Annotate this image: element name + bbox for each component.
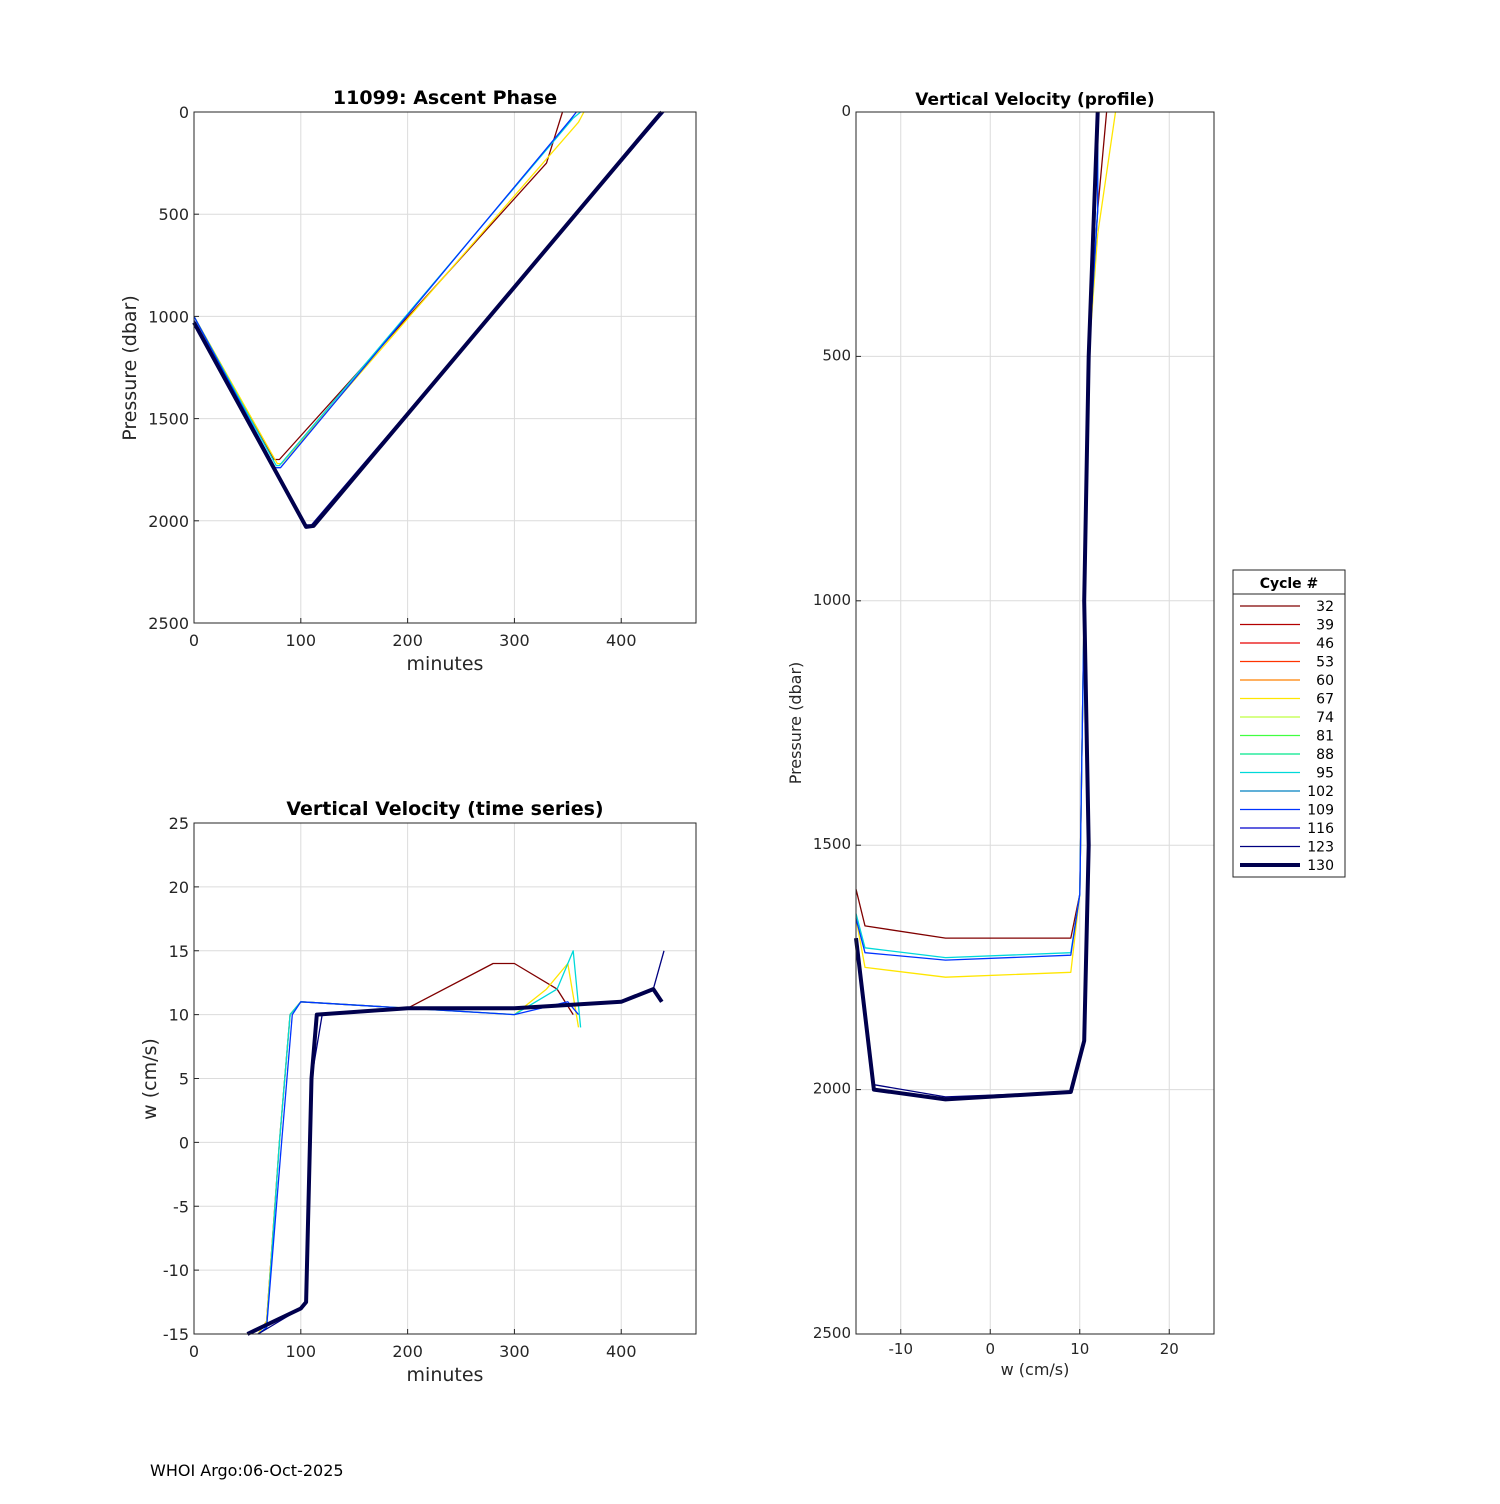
legend-entry-label: 53 — [1316, 655, 1334, 671]
series-line-cycle-32 — [855, 111, 1108, 939]
y-axis-label: Pressure (dbar) — [786, 662, 805, 785]
y-tick-label: 20 — [169, 878, 189, 897]
legend-entry-label: 130 — [1307, 858, 1334, 874]
y-axis-label: Pressure (dbar) — [119, 295, 141, 441]
x-tick-label: 200 — [392, 631, 423, 650]
series-line-cycle-95 — [193, 111, 582, 467]
series-line-cycle-67 — [855, 111, 1117, 978]
x-tick-label: 0 — [985, 1340, 995, 1358]
legend: Cycle # 32 39 46 53 60 67 74 81 88 95 102 109 116 123… — [1232, 569, 1346, 878]
legend-title: Cycle # — [1260, 576, 1319, 592]
series-line-cycle-130 — [246, 987, 664, 1336]
x-tick-label: 0 — [189, 631, 199, 650]
y-tick-label: 10 — [169, 1006, 189, 1025]
y-tick-label: 500 — [822, 346, 851, 364]
series-line-cycle-130 — [192, 110, 664, 529]
ascent-phase-chart: 0 100 200 300 400 0 500 1000 1500 2000 2500 11099:… — [119, 87, 697, 675]
x-tick-label: 300 — [499, 1342, 530, 1361]
velocity-time-series-chart: 0 100 200 300 400 25 20 15 10 5 0 -5 -10 -15 Vertical… — [139, 798, 697, 1386]
x-tick-label: 300 — [499, 631, 530, 650]
legend-entry-label: 60 — [1316, 673, 1334, 689]
x-tick-label: 100 — [286, 1342, 317, 1361]
series-line-cycle-123 — [193, 111, 665, 526]
x-axis-label: w (cm/s) — [1001, 1360, 1070, 1379]
x-axis-label: minutes — [407, 653, 484, 675]
chart-title: 11099: Ascent Phase — [333, 87, 557, 109]
legend-entry-label: 109 — [1307, 803, 1334, 819]
y-tick-label: -15 — [163, 1325, 189, 1344]
plot-frame — [193, 111, 697, 624]
y-tick-label: 0 — [841, 102, 851, 120]
x-tick-label: 100 — [286, 631, 317, 650]
x-tick-label: 20 — [1160, 1340, 1179, 1358]
x-tick-label: -10 — [889, 1340, 914, 1358]
y-axis-label: w (cm/s) — [139, 1038, 161, 1120]
y-tick-label: 2000 — [148, 512, 189, 531]
footer-text: WHOI Argo:06-Oct-2025 — [150, 1461, 344, 1480]
series-line-cycle-109 — [193, 111, 577, 469]
y-tick-label: 25 — [169, 814, 189, 833]
y-tick-label: 5 — [179, 1070, 189, 1089]
x-tick-label: 0 — [189, 1342, 199, 1361]
legend-entry-label: 46 — [1316, 636, 1334, 652]
y-tick-label: 1500 — [148, 410, 189, 429]
chart-title: Vertical Velocity (time series) — [286, 798, 603, 820]
x-tick-label: 400 — [606, 631, 637, 650]
plot-frame — [855, 111, 1215, 1335]
legend-entry-label: 123 — [1307, 840, 1334, 856]
velocity-profile-chart: -10 0 10 20 0 500 1000 1500 2000 2500 Vertical Ve… — [786, 90, 1215, 1379]
legend-box — [1232, 569, 1346, 878]
legend-entry-label: 88 — [1316, 747, 1334, 763]
legend-entry-label: 116 — [1307, 821, 1334, 837]
legend-entry-label: 67 — [1316, 692, 1334, 708]
y-tick-label: 1000 — [813, 591, 851, 609]
series-line-cycle-95 — [855, 112, 1099, 959]
series-line-cycle-32 — [193, 111, 564, 461]
y-tick-label: 2500 — [148, 614, 189, 633]
series-line-cycle-123 — [855, 111, 1099, 1098]
y-tick-label: 2000 — [813, 1080, 851, 1098]
chart-title: Vertical Velocity (profile) — [915, 90, 1154, 110]
y-tick-label: 2500 — [813, 1324, 851, 1342]
y-tick-label: 0 — [179, 1133, 189, 1152]
series-line-cycle-67 — [193, 111, 585, 465]
legend-entry-label: 39 — [1316, 618, 1334, 634]
series-line-cycle-130 — [854, 111, 1100, 1102]
y-tick-label: 1000 — [148, 307, 189, 326]
y-tick-label: 0 — [179, 103, 189, 122]
legend-entry-label: 32 — [1316, 599, 1334, 615]
x-tick-label: 10 — [1070, 1340, 1089, 1358]
legend-entry-label: 95 — [1316, 766, 1334, 782]
x-tick-label: 200 — [392, 1342, 423, 1361]
legend-entry-label: 74 — [1316, 710, 1334, 726]
y-tick-label: -10 — [163, 1261, 189, 1280]
x-tick-label: 400 — [606, 1342, 637, 1361]
y-tick-label: -5 — [173, 1197, 189, 1216]
y-tick-label: 500 — [158, 205, 189, 224]
legend-entry-label: 81 — [1316, 729, 1334, 745]
y-tick-label: 1500 — [813, 835, 851, 853]
y-tick-label: 15 — [169, 942, 189, 961]
legend-entry-label: 102 — [1307, 784, 1334, 800]
x-axis-label: minutes — [407, 1364, 484, 1386]
series-line-cycle-109 — [855, 112, 1099, 961]
